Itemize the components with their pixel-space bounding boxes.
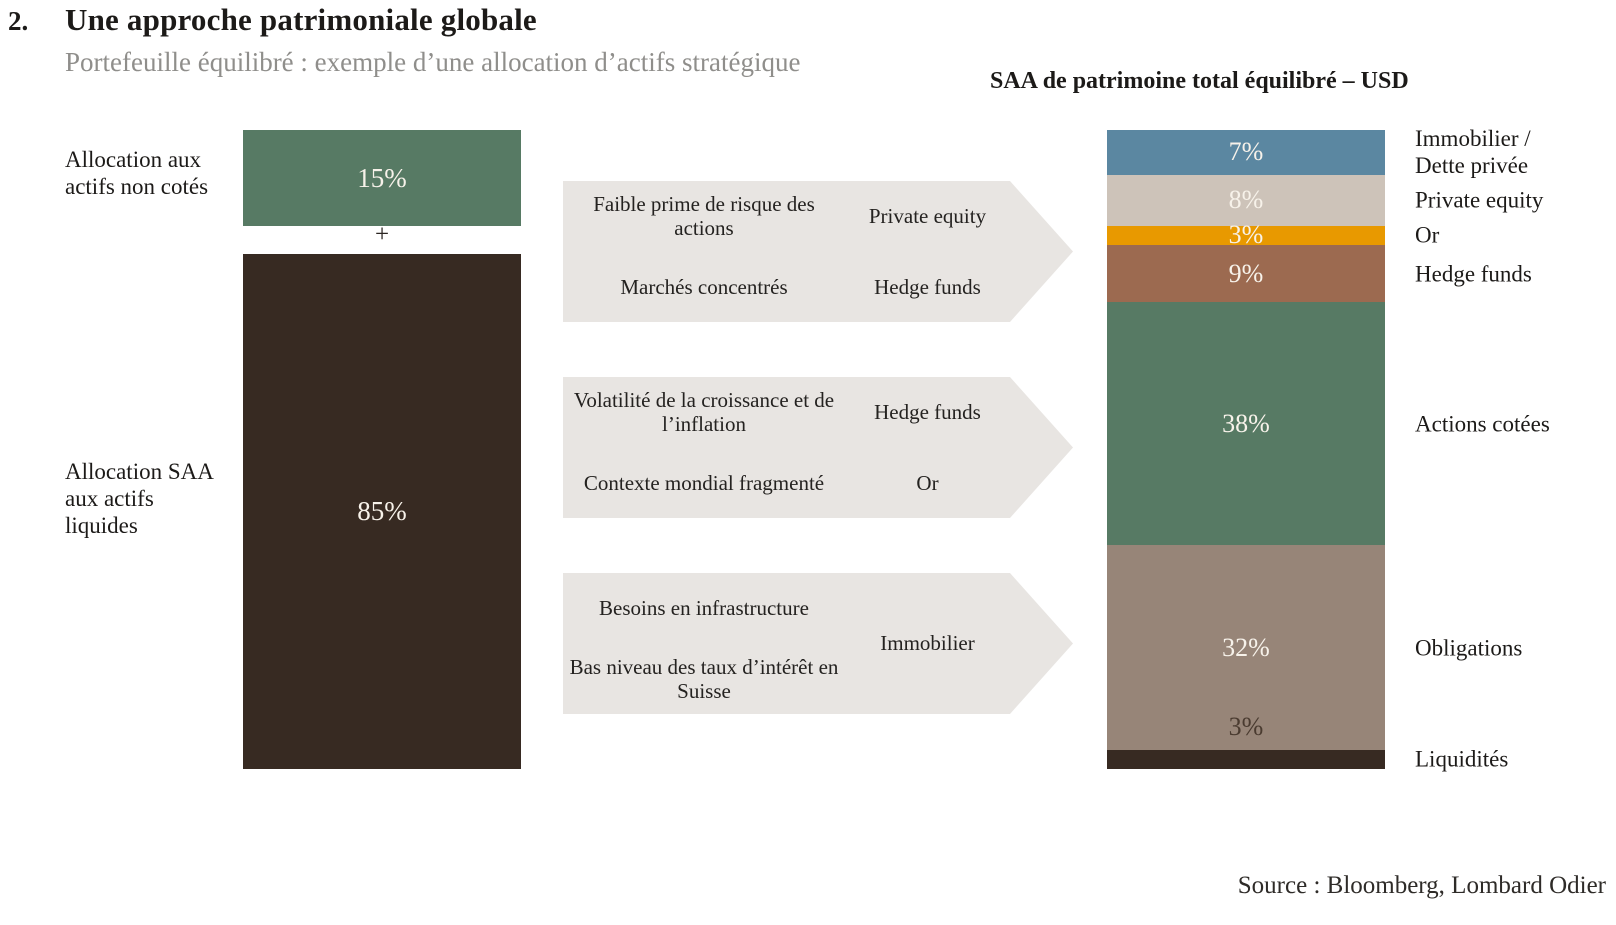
callout-private-markets: Faible prime de risque des actions Priva…: [563, 181, 1073, 322]
callout-infrastructure: Besoins en infrastructure Immobilier Bas…: [563, 573, 1073, 714]
callout-factor: Faible prime de risque des actions: [593, 192, 815, 241]
segment-label-liquidit-s: Liquidités: [1415, 746, 1509, 772]
segment-pct-hedge-funds: 9%: [1228, 258, 1264, 288]
callout-volatility: Volatilité de la croissance et de l’infl…: [563, 377, 1073, 518]
segment-pct-immobilier-dette-priv-e: 7%: [1228, 137, 1264, 167]
saa-stacked-bar: 7% 8% 3% 9% 38% 32% 3%: [1107, 130, 1385, 769]
segment-hedge-funds: 9%: [1107, 244, 1385, 303]
segment-label-immobilier-dette-priv-e: Immobilier / Dette privée: [1415, 126, 1531, 179]
segment-label-actions-cot-es: Actions cotées: [1415, 411, 1550, 437]
segment-pct-liquidit-s: 3%: [1228, 711, 1264, 741]
segment-label-hedge-funds: Hedge funds: [1415, 261, 1532, 287]
value-actifs-liquides: 85%: [357, 496, 407, 526]
label-actifs-non-cotes: Allocation aux actifs non cotés: [65, 147, 209, 200]
callout-asset: Hedge funds: [874, 274, 981, 299]
plus-sign: +: [374, 221, 390, 248]
source-text: Source : Bloomberg, Lombard Odier: [1237, 872, 1606, 899]
callout-factor: Contexte mondial fragmenté: [583, 470, 825, 495]
segment-immobilier-dette-priv-e: 7%: [1107, 130, 1385, 175]
segment-pct-or: 3%: [1228, 220, 1264, 250]
saa-labels: Immobilier / Dette privée Private equity O…: [1415, 126, 1615, 772]
chart-title: SAA de patrimoine total équilibré – USD: [990, 68, 1409, 94]
segment-private-equity: 8%: [1107, 174, 1385, 226]
segment-actions-cot-es: 38%: [1107, 302, 1385, 546]
bar-actifs-non-cotes: 15%: [243, 130, 521, 226]
callout-asset: Hedge funds: [874, 400, 981, 425]
section-number: 2.: [8, 6, 29, 36]
page-title: Une approche patrimoniale globale: [65, 2, 537, 37]
callout-asset: Immobilier: [880, 631, 975, 656]
segment-pct-actions-cot-es: 38%: [1222, 408, 1270, 438]
callout-factor: Volatilité de la croissance et de l’infl…: [573, 388, 835, 437]
callout-asset: Or: [916, 470, 939, 495]
segment-label-or: Or: [1415, 222, 1440, 248]
callout-factor: Bas niveau des taux d’intérêt en Suisse: [569, 654, 839, 703]
page-subtitle: Portefeuille équilibré : exemple d’une a…: [65, 47, 801, 77]
segment-or: 3%: [1107, 220, 1385, 249]
segment-label-obligations: Obligations: [1415, 635, 1523, 661]
callout-factor: Marchés concentrés: [620, 274, 788, 299]
label-actifs-liquides: Allocation SAA aux actifs liquides: [65, 459, 213, 539]
bar-actifs-liquides: 85%: [243, 254, 521, 769]
segment-pct-private-equity: 8%: [1228, 185, 1264, 215]
value-actifs-non-cotes: 15%: [357, 162, 407, 193]
segment-liquidit-s: 3%: [1107, 712, 1385, 769]
segment-pct-obligations: 32%: [1222, 632, 1270, 662]
segment-obligations: 32%: [1107, 545, 1385, 750]
callout-asset: Private equity: [868, 204, 987, 229]
segment-label-private-equity: Private equity: [1415, 187, 1544, 213]
callout-factor: Besoins en infrastructure: [599, 596, 809, 621]
